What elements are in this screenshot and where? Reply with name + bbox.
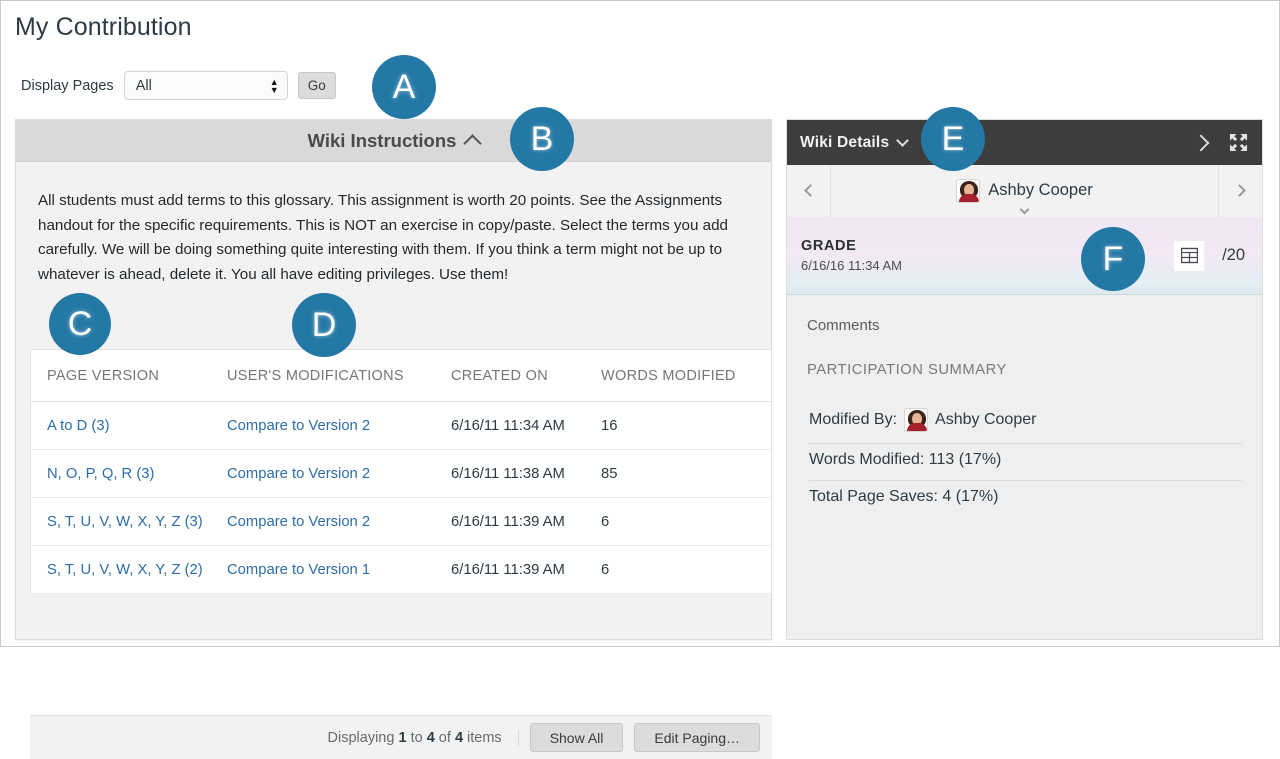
- compare-version-link[interactable]: Compare to Version 2: [227, 465, 371, 482]
- words-modified-stat: Words Modified: 113 (17%): [809, 451, 1002, 468]
- created-on-value: 6/16/11 11:34 AM: [451, 417, 565, 434]
- expand-arrows-icon[interactable]: [1229, 133, 1248, 152]
- chevron-up-icon[interactable]: [463, 133, 483, 153]
- modified-by-label: Modified By:: [809, 411, 898, 428]
- show-all-button[interactable]: Show All: [529, 723, 624, 752]
- comments-label: Comments: [807, 317, 880, 334]
- participation-summary-list: Modified By: Ashby Cooper Words Modified…: [809, 401, 1242, 517]
- table-row: S, T, U, V, W, X, Y, Z (3) Compare to Ve…: [31, 498, 771, 546]
- callout-badge-e: E: [921, 107, 985, 171]
- grade-info: GRADE 6/16/16 11:34 AM: [801, 238, 902, 273]
- callout-badge-a: A: [372, 55, 436, 119]
- versions-table: PAGE VERSION USER'S MODIFICATIONS CREATE…: [30, 349, 772, 594]
- displaying-mid: to: [406, 729, 427, 746]
- display-pages-select-value: All: [135, 77, 152, 94]
- previous-student-button[interactable]: [787, 164, 831, 217]
- edit-paging-button[interactable]: Edit Paging…: [634, 723, 760, 752]
- page-version-link[interactable]: N, O, P, Q, R (3): [47, 465, 155, 482]
- grade-date: 6/16/16 11:34 AM: [801, 258, 902, 273]
- participation-summary-heading: PARTICIPATION SUMMARY: [807, 362, 1007, 378]
- student-navigator: Ashby Cooper: [787, 164, 1262, 217]
- words-modified-value: 6: [601, 513, 610, 530]
- words-modified-value: 6: [601, 561, 610, 578]
- column-header-users-modifications: USER'S MODIFICATIONS: [227, 367, 404, 384]
- display-pages-label: Display Pages: [21, 77, 114, 94]
- column-header-created-on: CREATED ON: [451, 367, 548, 384]
- page-version-link[interactable]: S, T, U, V, W, X, Y, Z (3): [47, 513, 203, 530]
- grade-section: GRADE 6/16/16 11:34 AM /20: [787, 217, 1262, 295]
- words-modified-value: 85: [601, 465, 618, 482]
- displaying-from: 1: [398, 729, 407, 746]
- created-on-value: 6/16/11 11:39 AM: [451, 513, 565, 530]
- display-pages-toolbar: Display Pages All ▲ ▼ Go: [21, 71, 336, 100]
- created-on-value: 6/16/11 11:38 AM: [451, 465, 565, 482]
- display-pages-select[interactable]: All ▲ ▼: [123, 71, 288, 100]
- wiki-instructions-body: All students must add terms to this glos…: [38, 192, 728, 283]
- callout-badge-f: F: [1081, 227, 1145, 291]
- chevron-right-icon: [1232, 184, 1246, 197]
- go-button[interactable]: Go: [297, 72, 336, 99]
- chevron-down-icon[interactable]: [1019, 204, 1029, 214]
- current-student[interactable]: Ashby Cooper: [831, 164, 1218, 217]
- student-name: Ashby Cooper: [988, 181, 1093, 199]
- compare-version-link[interactable]: Compare to Version 2: [227, 417, 371, 434]
- table-footer: Displaying 1 to 4 of 4 items Show All Ed…: [30, 715, 772, 759]
- wiki-details-panel: Wiki Details Ashby Cooper: [786, 119, 1263, 640]
- avatar: [956, 178, 981, 203]
- wiki-details-title: Wiki Details: [800, 133, 890, 151]
- created-on-value: 6/16/11 11:39 AM: [451, 561, 565, 578]
- displaying-suffix: items: [463, 729, 502, 746]
- column-header-page-version: PAGE VERSION: [47, 367, 160, 384]
- words-modified-value: 16: [601, 417, 618, 434]
- callout-badge-b: B: [510, 107, 574, 171]
- chevron-right-icon[interactable]: [1192, 134, 1210, 151]
- callout-badge-c: C: [49, 293, 111, 355]
- table-header-row: PAGE VERSION USER'S MODIFICATIONS CREATE…: [31, 350, 771, 402]
- table-row: A to D (3) Compare to Version 2 6/16/11 …: [31, 402, 771, 450]
- wiki-instructions-title: Wiki Instructions: [307, 129, 457, 151]
- wiki-instructions-card: Wiki Instructions All students must add …: [15, 119, 772, 759]
- compare-version-link[interactable]: Compare to Version 2: [227, 513, 371, 530]
- list-item: Words Modified: 113 (17%): [809, 444, 1242, 481]
- wiki-instructions-header[interactable]: Wiki Instructions: [16, 120, 771, 162]
- page-title: My Contribution: [15, 13, 192, 41]
- displaying-status: Displaying 1 to 4 of 4 items: [327, 729, 519, 746]
- table-row: N, O, P, Q, R (3) Compare to Version 2 6…: [31, 450, 771, 498]
- grade-score[interactable]: /20: [1222, 246, 1245, 264]
- total-page-saves-stat: Total Page Saves: 4 (17%): [809, 488, 999, 505]
- spinner-arrows-icon: ▲ ▼: [269, 76, 279, 95]
- page-version-link[interactable]: S, T, U, V, W, X, Y, Z (2): [47, 561, 203, 578]
- chevron-left-icon: [803, 184, 817, 197]
- grade-label: GRADE: [801, 238, 857, 254]
- list-item: Modified By: Ashby Cooper: [809, 401, 1242, 444]
- chevron-down-icon[interactable]: [896, 134, 910, 147]
- column-header-words-modified: WORDS MODIFIED: [601, 367, 736, 384]
- avatar: [904, 408, 929, 432]
- callout-badge-d: D: [292, 293, 356, 357]
- displaying-prefix: Displaying: [327, 729, 399, 746]
- displaying-total: 4: [454, 729, 464, 746]
- rubric-grid-icon[interactable]: [1174, 240, 1205, 271]
- displaying-of: of: [434, 729, 455, 746]
- next-student-button[interactable]: [1218, 164, 1262, 217]
- page-version-link[interactable]: A to D (3): [47, 417, 110, 434]
- modified-by-value: Ashby Cooper: [935, 411, 1037, 428]
- displaying-to: 4: [426, 729, 435, 746]
- compare-version-link[interactable]: Compare to Version 1: [227, 561, 371, 578]
- table-row: S, T, U, V, W, X, Y, Z (2) Compare to Ve…: [31, 546, 771, 594]
- list-item: Total Page Saves: 4 (17%): [809, 481, 1242, 517]
- wiki-details-header[interactable]: Wiki Details: [787, 120, 1262, 165]
